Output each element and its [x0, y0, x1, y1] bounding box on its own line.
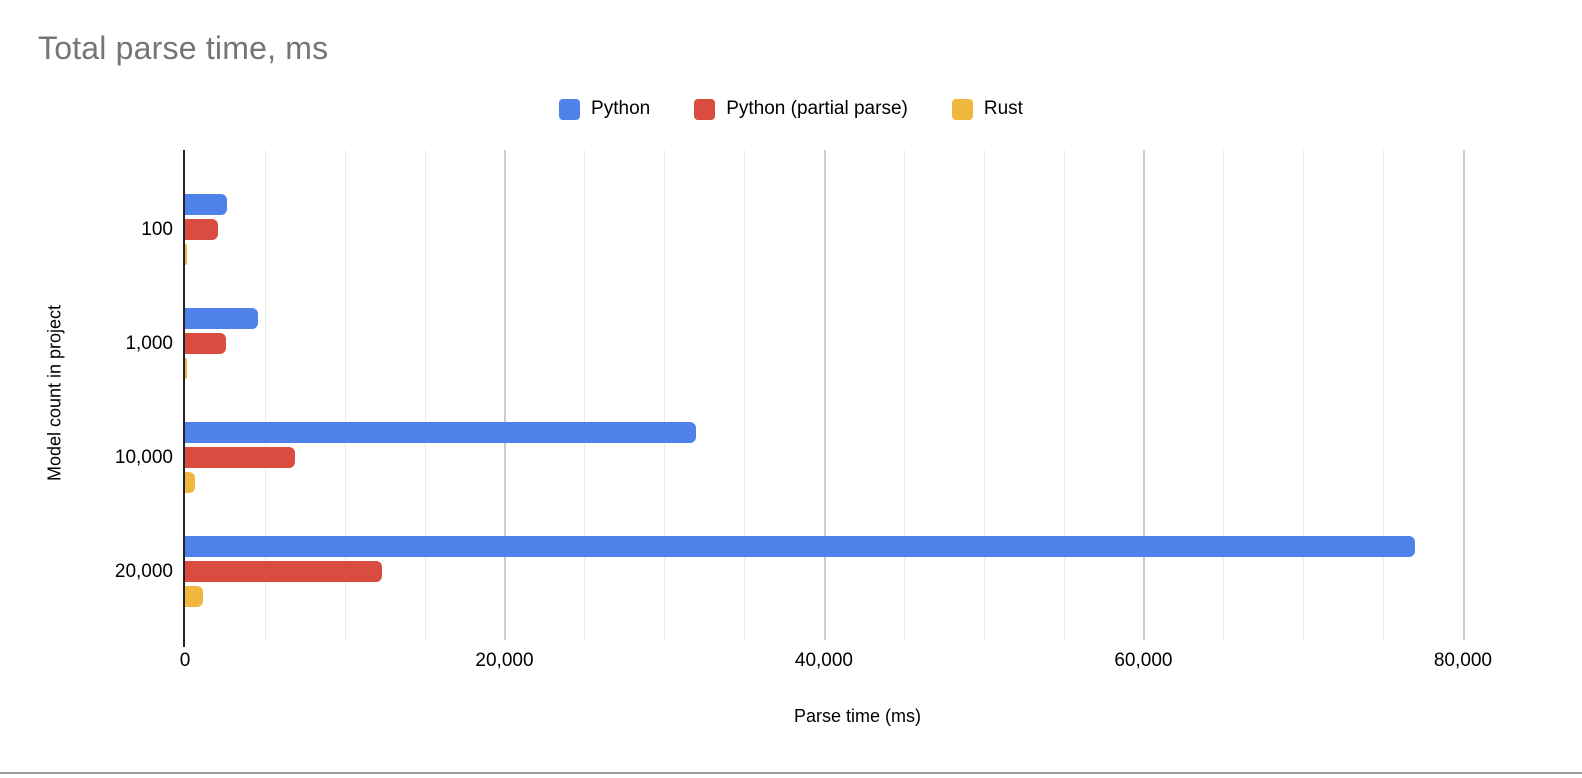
y-axis-title: Model count in project [44, 304, 65, 482]
page-bottom-border [0, 772, 1582, 774]
gridline-minor [903, 150, 905, 640]
bar-python-10-000 [185, 422, 697, 443]
category-label: 10,000 [114, 447, 173, 468]
category-label: 1,000 [125, 333, 173, 354]
legend-item-python: Python [559, 98, 650, 120]
legend-item-rust: Rust [951, 98, 1023, 120]
gridline-minor [744, 150, 746, 640]
bar-rust-10-000 [185, 472, 195, 493]
legend-label: Rust [983, 98, 1023, 119]
x-tick-label: 40,000 [794, 650, 854, 671]
legend-label: Python (partial parse) [726, 98, 908, 119]
gridline-minor [1303, 150, 1305, 640]
gridline-minor [983, 150, 985, 640]
category-label: 100 [141, 219, 173, 240]
bar-rust-20-000 [185, 586, 203, 607]
plot-area: 0 20,000 40,000 60,000 80,000 100 1,000 10,000 2… [115, 150, 1530, 671]
bar-python-partial-parse-1-000 [185, 333, 226, 354]
x-axis-title: Parse time (ms) [793, 706, 921, 726]
gridline-major [504, 150, 507, 640]
bar-python-partial-parse-10-000 [185, 447, 296, 468]
gridline-minor [344, 150, 346, 640]
bar-rust-1-000 [185, 358, 187, 379]
x-tick-label: 20,000 [475, 650, 534, 671]
gridline-minor [1383, 150, 1385, 640]
gridline-minor [1063, 150, 1065, 640]
gridline-minor [424, 150, 426, 640]
gridline-major [1462, 150, 1465, 640]
legend-item-python-partial-parse: Python (partial parse) [694, 98, 908, 120]
bar-python-100 [185, 194, 227, 215]
bar-rust-100 [185, 244, 187, 265]
bar-python-1-000 [185, 308, 259, 329]
legend-swatch-icon [559, 98, 581, 120]
x-tick-label: 0 [179, 650, 191, 671]
legend-swatch-icon [951, 98, 973, 120]
category-label: 20,000 [114, 561, 173, 582]
gridline-minor [264, 150, 266, 640]
x-tick-label: 80,000 [1433, 650, 1492, 671]
legend-label: Python [591, 98, 651, 119]
bar-python-partial-parse-20-000 [185, 561, 383, 582]
legend-swatch-icon [694, 98, 716, 120]
bar-python-20-000 [185, 536, 1415, 557]
gridline-minor [584, 150, 586, 640]
gridline-major [823, 150, 826, 640]
gridline-minor [1223, 150, 1225, 640]
x-tick-label: 60,000 [1114, 650, 1173, 671]
legend: Python Python (partial parse) Rust [0, 98, 1582, 120]
bar-python-partial-parse-100 [185, 219, 218, 240]
gridline-minor [664, 150, 666, 640]
chart-title: Total parse time, ms [38, 30, 329, 66]
gridline-major [1143, 150, 1146, 640]
y-axis-line [183, 150, 185, 647]
